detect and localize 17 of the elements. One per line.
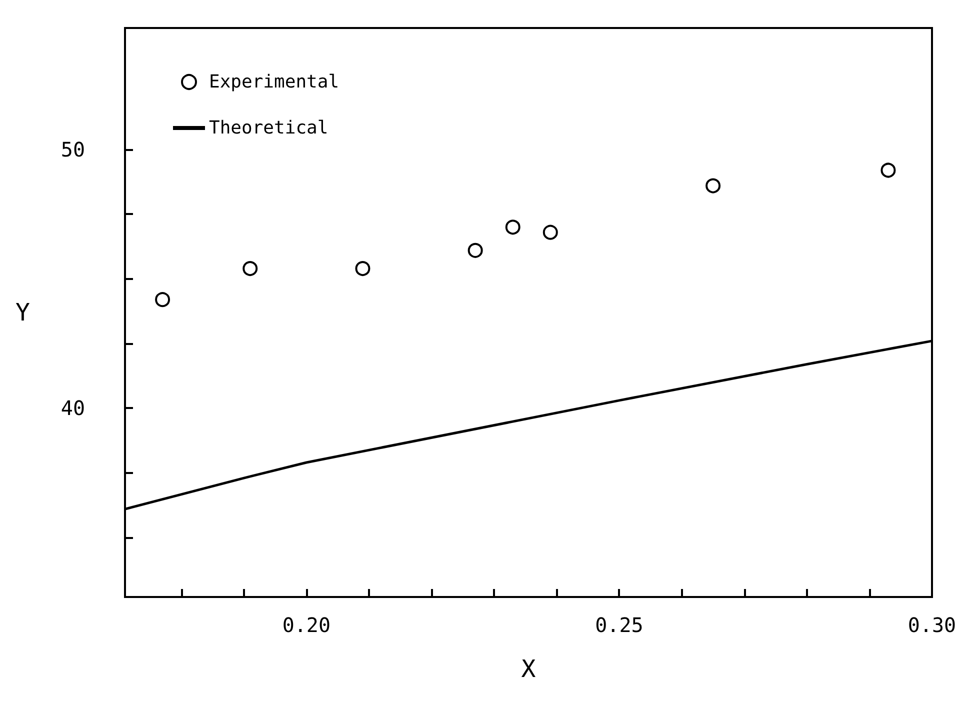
point (706, 178, 721, 194)
legend-label: Theoretical (209, 118, 328, 138)
point (468, 242, 483, 258)
y-axis-title: Y (16, 298, 31, 326)
point (155, 292, 170, 308)
legend-label: Experimental (209, 72, 340, 92)
point (355, 261, 370, 276)
point (242, 261, 258, 276)
point (880, 162, 896, 178)
point (505, 220, 520, 235)
y-tick-label: 50 (60, 138, 85, 162)
x-tick-label: 0.25 (595, 613, 644, 637)
y-tick-label: 40 (60, 396, 85, 420)
point (542, 224, 558, 240)
x-tick-label: 0.30 (908, 613, 956, 637)
x-tick-label: 0.20 (282, 613, 331, 637)
x-axis-title: X (521, 655, 536, 683)
